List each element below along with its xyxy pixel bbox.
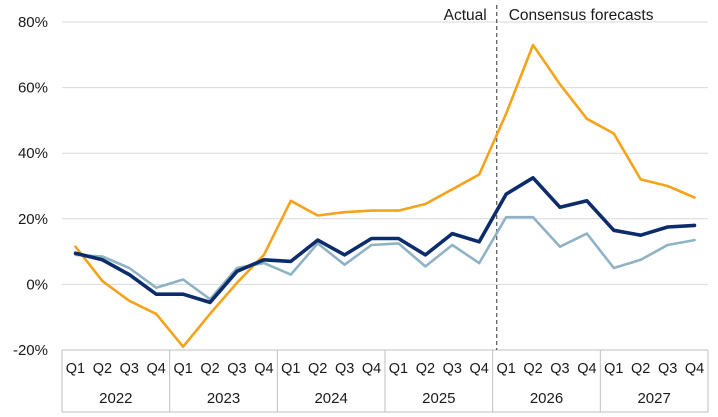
x-tick-label: Q3 bbox=[227, 361, 246, 377]
y-tick-label: 60% bbox=[18, 80, 48, 97]
x-tick-label: Q1 bbox=[496, 361, 515, 377]
year-label: 2025 bbox=[422, 390, 455, 407]
y-tick-label: 40% bbox=[18, 145, 48, 162]
x-tick-label: Q2 bbox=[416, 361, 435, 377]
x-tick-label: Q4 bbox=[470, 361, 489, 377]
x-axis: Q1 Q2 Q3 Q4 Q1 Q2 Q3 Q4 Q1 Q2 Q3 Q4 Q1 Q2 Q3 Q4 Q1 Q2 Q3 Q4… bbox=[61, 349, 709, 413]
x-tick-label: Q2 bbox=[200, 361, 219, 377]
data-series bbox=[73, 43, 697, 349]
x-tick-label: Q1 bbox=[604, 361, 623, 377]
actual-label: Actual bbox=[444, 7, 487, 24]
y-tick-label: 20% bbox=[18, 211, 48, 228]
year-label: 2023 bbox=[207, 390, 240, 407]
x-tick-label: Q4 bbox=[147, 361, 166, 377]
x-tick-label: Q3 bbox=[550, 361, 569, 377]
x-tick-label: Q4 bbox=[362, 361, 381, 377]
y-tick-label: -20% bbox=[13, 342, 48, 359]
series-line bbox=[73, 176, 697, 305]
year-label: 2024 bbox=[314, 390, 347, 407]
x-tick-label: Q4 bbox=[577, 361, 596, 377]
x-tick-label: Q2 bbox=[93, 361, 112, 377]
x-tick-label: Q2 bbox=[523, 361, 542, 377]
x-tick-label: Q4 bbox=[254, 361, 273, 377]
x-tick-label: Q2 bbox=[308, 361, 327, 377]
year-label: 2022 bbox=[99, 390, 132, 407]
gridlines bbox=[62, 21, 708, 351]
x-tick-label: Q3 bbox=[443, 361, 462, 377]
year-label: 2026 bbox=[530, 390, 563, 407]
series-line bbox=[74, 215, 696, 301]
x-tick-label: Q2 bbox=[631, 361, 650, 377]
x-tick-label: Q1 bbox=[281, 361, 300, 377]
year-label: 2027 bbox=[637, 390, 670, 407]
series-line bbox=[74, 43, 696, 349]
x-tick-label: Q3 bbox=[120, 361, 139, 377]
x-tick-label: Q1 bbox=[66, 361, 85, 377]
x-tick-label: Q3 bbox=[658, 361, 677, 377]
forecast-label: Consensus forecasts bbox=[509, 7, 654, 24]
x-tick-label: Q1 bbox=[173, 361, 192, 377]
x-tick-label: Q4 bbox=[685, 361, 704, 377]
y-axis-tick-labels: 80% 60% 40% 20% 0% -20% bbox=[13, 14, 48, 359]
y-tick-label: 80% bbox=[18, 14, 48, 31]
x-tick-label: Q1 bbox=[389, 361, 408, 377]
y-tick-label: 0% bbox=[26, 276, 48, 293]
x-tick-label: Q3 bbox=[335, 361, 354, 377]
